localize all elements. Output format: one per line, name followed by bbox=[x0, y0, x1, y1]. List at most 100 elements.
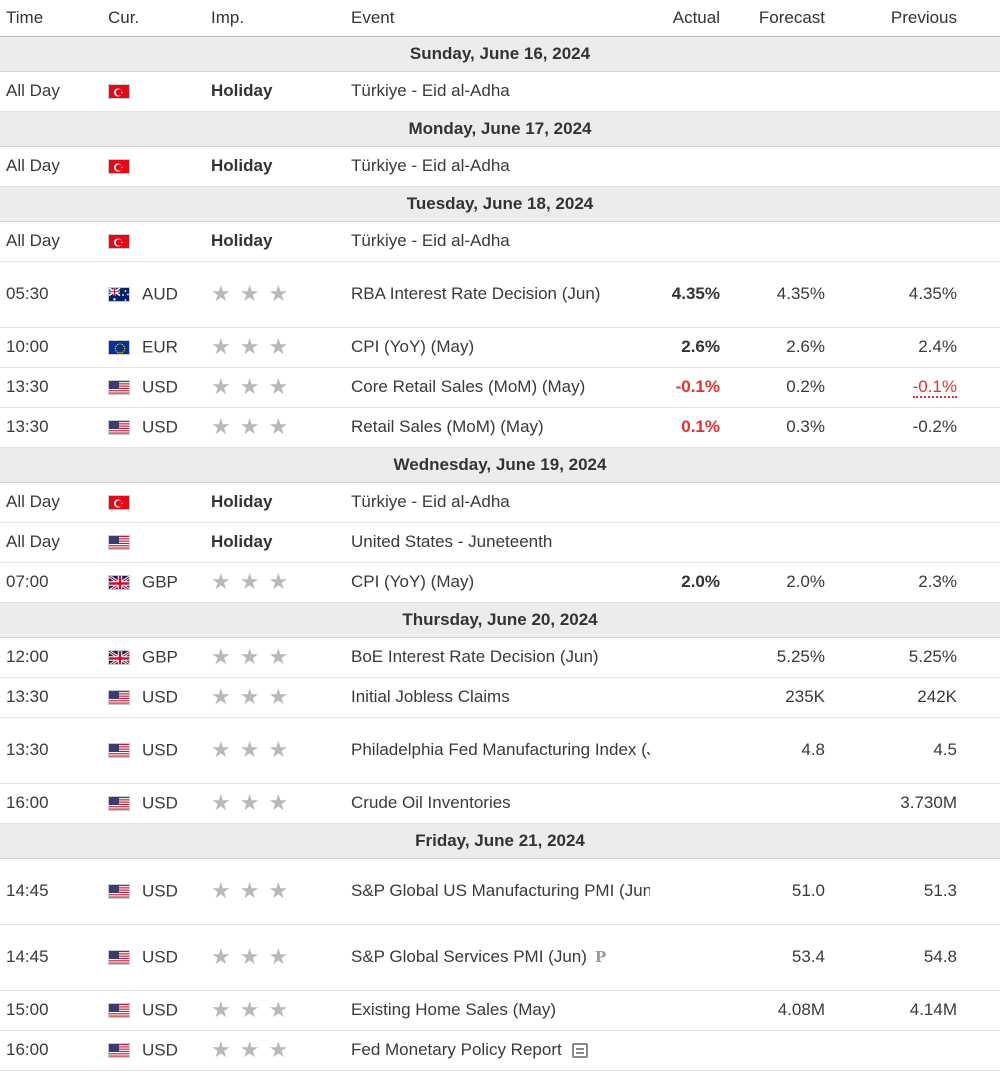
event-cell[interactable]: Crude Oil Inventories bbox=[345, 783, 650, 824]
event-name[interactable]: Retail Sales (MoM) (May) bbox=[351, 417, 544, 436]
event-row[interactable]: 13:30 USD ★ ★ ★ Retail Sales (MoM) (May) 0.1% 0… bbox=[0, 407, 1000, 448]
event-row[interactable]: 13:30 USD ★ ★ ★ Core Retail Sales (MoM) (May)… bbox=[0, 367, 1000, 408]
day-header-row: Friday, June 21, 2024 bbox=[0, 823, 1000, 859]
forecast-value: 0.3% bbox=[720, 407, 825, 448]
previous-cell: 4.5 bbox=[825, 717, 957, 784]
event-name[interactable]: Existing Home Sales (May) bbox=[351, 1000, 557, 1019]
event-row[interactable]: 16:00 USD ★ ★ ★ Fed Monetary Policy Report bbox=[0, 1030, 1000, 1071]
actual-cell bbox=[650, 717, 720, 784]
importance-star-icon: ★ bbox=[239, 737, 260, 762]
column-header-importance[interactable]: Imp. bbox=[205, 0, 345, 37]
event-name[interactable]: Core Retail Sales (MoM) (May) bbox=[351, 377, 586, 396]
event-currency-cell: USD bbox=[100, 717, 205, 784]
previous-cell: 242K bbox=[825, 677, 957, 718]
event-time: All Day bbox=[0, 482, 100, 523]
event-row[interactable]: 13:30 USD ★ ★ ★ Initial Jobless Claims 235K 242… bbox=[0, 677, 1000, 718]
importance-star-icon: ★ bbox=[268, 737, 289, 762]
event-row[interactable]: 07:00 GBP ★ ★ ★ CPI (YoY) (May) 2.0% 2.0% 2.3% bbox=[0, 562, 1000, 603]
event-row[interactable]: 15:00 USD ★ ★ ★ Existing Home Sales (May) 4.08… bbox=[0, 990, 1000, 1031]
event-name[interactable]: BoE Interest Rate Decision (Jun) bbox=[351, 647, 599, 666]
event-cell[interactable]: S&P Global US Manufacturing PMI (Jun)P bbox=[345, 858, 650, 925]
actual-cell bbox=[650, 522, 720, 563]
forecast-value bbox=[720, 522, 825, 563]
event-currency-cell: USD bbox=[100, 924, 205, 991]
event-cell[interactable]: Philadelphia Fed Manufacturing Index (Ju… bbox=[345, 717, 650, 784]
event-cell[interactable]: CPI (YoY) (May) bbox=[345, 327, 650, 368]
flag-us-icon bbox=[108, 1002, 130, 1018]
event-row[interactable]: 12:00 GBP ★ ★ ★ BoE Interest Rate Decision (J… bbox=[0, 637, 1000, 678]
importance-star-icon: ★ bbox=[239, 644, 260, 669]
event-cell[interactable]: Türkiye - Eid al-Adha bbox=[345, 146, 650, 187]
flag-us-icon bbox=[108, 1042, 130, 1058]
event-cell[interactable]: Initial Jobless Claims bbox=[345, 677, 650, 718]
event-name[interactable]: Philadelphia Fed Manufacturing Index (Ju… bbox=[351, 740, 650, 759]
row-spacer bbox=[957, 522, 1000, 563]
event-name[interactable]: Initial Jobless Claims bbox=[351, 687, 510, 706]
previous-cell: 2.3% bbox=[825, 562, 957, 603]
event-name[interactable]: United States - Juneteenth bbox=[351, 532, 553, 551]
column-header-event[interactable]: Event bbox=[345, 0, 650, 37]
forecast-value bbox=[720, 1030, 825, 1071]
importance-cell: ★ ★ ★ bbox=[205, 717, 345, 784]
event-name[interactable]: CPI (YoY) (May) bbox=[351, 337, 475, 356]
event-row[interactable]: All Day Holiday Türkiye - Eid al-Adha bbox=[0, 71, 1000, 112]
event-cell[interactable]: S&P Global Services PMI (Jun) P bbox=[345, 924, 650, 991]
actual-cell bbox=[650, 1030, 720, 1071]
event-row[interactable]: 16:00 USD ★ ★ ★ Crude Oil Inventories 3.730M bbox=[0, 783, 1000, 824]
event-name[interactable]: Türkiye - Eid al-Adha bbox=[351, 231, 510, 250]
event-row[interactable]: 14:45 USD ★ ★ ★ S&P Global US Manufacturing P… bbox=[0, 858, 1000, 925]
importance-star-icon: ★ bbox=[268, 684, 289, 709]
event-row[interactable]: All Day Holiday Türkiye - Eid al-Adha bbox=[0, 482, 1000, 523]
event-name[interactable]: Crude Oil Inventories bbox=[351, 793, 511, 812]
event-currency-cell bbox=[100, 522, 205, 563]
event-currency-cell: USD bbox=[100, 1030, 205, 1071]
event-name[interactable]: Fed Monetary Policy Report bbox=[351, 1040, 562, 1059]
event-currency-cell: USD bbox=[100, 990, 205, 1031]
event-name[interactable]: Türkiye - Eid al-Adha bbox=[351, 81, 510, 100]
forecast-value: 5.25% bbox=[720, 637, 825, 678]
event-row[interactable]: All Day Holiday Türkiye - Eid al-Adha bbox=[0, 221, 1000, 262]
event-row[interactable]: All Day Holiday Türkiye - Eid al-Adha bbox=[0, 146, 1000, 187]
column-header-time[interactable]: Time bbox=[0, 0, 100, 37]
actual-cell bbox=[650, 146, 720, 187]
event-row[interactable]: 10:00 EUR ★ ★ ★ CPI (YoY) (May) 2.6% 2.6% 2.4% bbox=[0, 327, 1000, 368]
column-header-actual[interactable]: Actual bbox=[650, 0, 720, 37]
event-cell[interactable]: Türkiye - Eid al-Adha bbox=[345, 482, 650, 523]
event-row[interactable]: 14:45 USD ★ ★ ★ S&P Global Services PMI (Jun)… bbox=[0, 924, 1000, 991]
event-cell[interactable]: Retail Sales (MoM) (May) bbox=[345, 407, 650, 448]
event-row[interactable]: All Day Holiday United States - Juneteenth bbox=[0, 522, 1000, 563]
event-cell[interactable]: Türkiye - Eid al-Adha bbox=[345, 221, 650, 262]
event-name[interactable]: Türkiye - Eid al-Adha bbox=[351, 492, 510, 511]
event-name[interactable]: S&P Global Services PMI (Jun) bbox=[351, 947, 587, 966]
event-currency-cell: EUR bbox=[100, 327, 205, 368]
report-icon[interactable] bbox=[571, 1043, 588, 1059]
previous-value: 2.4% bbox=[918, 337, 957, 356]
actual-cell: -0.1% bbox=[650, 367, 720, 408]
actual-cell: 4.35% bbox=[650, 261, 720, 328]
event-name[interactable]: RBA Interest Rate Decision (Jun) bbox=[351, 284, 601, 303]
flag-tr-icon bbox=[108, 233, 130, 249]
event-cell[interactable]: Core Retail Sales (MoM) (May) bbox=[345, 367, 650, 408]
event-cell[interactable]: RBA Interest Rate Decision (Jun) bbox=[345, 261, 650, 328]
importance-star-icon: ★ bbox=[268, 414, 289, 439]
event-name[interactable]: Türkiye - Eid al-Adha bbox=[351, 156, 510, 175]
event-cell[interactable]: Türkiye - Eid al-Adha bbox=[345, 71, 650, 112]
forecast-value bbox=[720, 146, 825, 187]
event-name[interactable]: S&P Global US Manufacturing PMI (Jun) bbox=[351, 881, 650, 900]
event-cell[interactable]: Existing Home Sales (May) bbox=[345, 990, 650, 1031]
event-row[interactable]: 05:30 AUD ★ ★ ★ RBA Interest Rate Decision (J… bbox=[0, 261, 1000, 328]
previous-value: 51.3 bbox=[923, 881, 957, 900]
previous-cell: -0.2% bbox=[825, 407, 957, 448]
event-cell[interactable]: CPI (YoY) (May) bbox=[345, 562, 650, 603]
previous-value: 4.14M bbox=[909, 1000, 957, 1019]
event-row[interactable]: 13:30 USD ★ ★ ★ Philadelphia Fed Manufacturin… bbox=[0, 717, 1000, 784]
importance-star-icon: ★ bbox=[239, 281, 260, 306]
event-cell[interactable]: United States - Juneteenth bbox=[345, 522, 650, 563]
column-header-forecast[interactable]: Forecast bbox=[720, 0, 825, 37]
event-cell[interactable]: Fed Monetary Policy Report bbox=[345, 1030, 650, 1071]
column-header-currency[interactable]: Cur. bbox=[100, 0, 205, 37]
column-header-previous[interactable]: Previous bbox=[825, 0, 957, 37]
event-name[interactable]: CPI (YoY) (May) bbox=[351, 572, 475, 591]
event-cell[interactable]: BoE Interest Rate Decision (Jun) bbox=[345, 637, 650, 678]
